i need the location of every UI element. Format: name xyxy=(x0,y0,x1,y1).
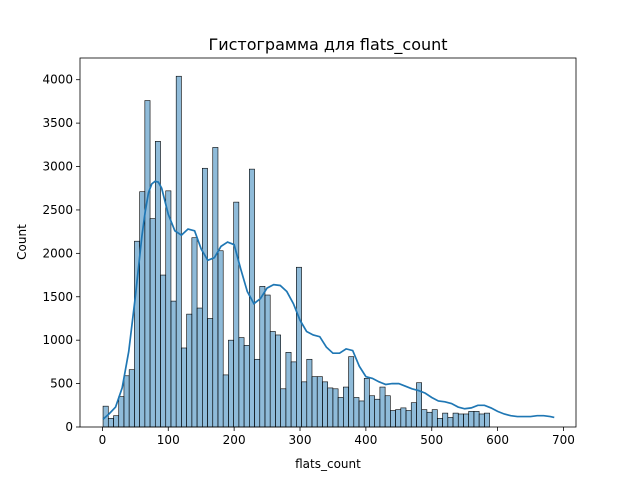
histogram-bar xyxy=(259,286,266,428)
histogram-bar xyxy=(311,376,318,428)
histogram-bar xyxy=(400,407,407,428)
histogram-bar xyxy=(405,410,412,428)
histogram-bar xyxy=(191,237,198,428)
x-axis-ticks: 0 100 200 300 400 500 600 700 xyxy=(99,427,575,447)
histogram-bar xyxy=(384,395,391,428)
y-axis-label: Count xyxy=(15,224,29,260)
histogram-bar xyxy=(447,417,454,428)
histogram-bar xyxy=(238,337,245,428)
y-tick-label: 1500 xyxy=(42,290,73,304)
y-axis-ticks: 0 500 1000 1500 2000 2500 3000 3500 4000 xyxy=(42,73,80,434)
histogram-bar xyxy=(463,413,469,428)
histogram-bar xyxy=(369,395,375,428)
histogram-bar xyxy=(363,378,370,428)
histogram-bar xyxy=(442,412,449,428)
histogram-bar xyxy=(123,375,130,428)
histogram-bar xyxy=(431,409,438,428)
x-tick-label: 700 xyxy=(552,433,575,447)
histogram-bar xyxy=(243,345,250,428)
histogram-bar xyxy=(468,411,475,428)
histogram-bar xyxy=(113,415,120,428)
histogram-bar xyxy=(165,190,172,428)
x-tick-label: 300 xyxy=(289,433,312,447)
histogram-bar xyxy=(254,358,261,428)
histogram-bar xyxy=(139,191,146,428)
histogram-bar xyxy=(348,356,355,428)
histogram-bar xyxy=(301,381,308,428)
histogram-bar xyxy=(212,147,219,428)
histogram-bar xyxy=(484,412,490,428)
histogram-bar xyxy=(473,411,480,428)
histogram-bar xyxy=(353,397,360,428)
histogram-bar xyxy=(222,374,229,428)
x-tick-label: 600 xyxy=(486,433,509,447)
histogram-bar xyxy=(118,396,125,428)
y-tick-label: 500 xyxy=(50,377,73,391)
histogram-bar xyxy=(374,398,381,428)
y-tick-label: 4000 xyxy=(42,73,73,87)
y-tick-label: 0 xyxy=(65,420,73,434)
kde-curve xyxy=(102,180,555,420)
histogram-bar xyxy=(186,313,193,428)
histogram-bar xyxy=(196,307,203,428)
histogram-bar xyxy=(202,167,208,428)
histogram-bar xyxy=(228,339,234,428)
y-tick-label: 3500 xyxy=(42,116,73,130)
histogram-bar xyxy=(390,410,396,428)
histogram-bar xyxy=(296,266,302,428)
histogram-bar xyxy=(128,369,135,428)
histogram-bar xyxy=(107,418,114,428)
x-tick-label: 400 xyxy=(354,433,377,447)
histogram-bar xyxy=(395,409,402,428)
histogram-bar xyxy=(170,300,177,428)
histogram-bar xyxy=(437,418,443,428)
histogram-bars xyxy=(102,75,490,428)
histogram-bar xyxy=(332,388,339,428)
histogram-bar xyxy=(410,402,417,428)
histogram-bar xyxy=(452,412,459,428)
histogram-bar xyxy=(478,413,485,428)
histogram-bar xyxy=(275,334,281,428)
histogram-bar xyxy=(160,274,167,428)
histogram-bar xyxy=(181,347,187,428)
histogram-bar xyxy=(327,387,334,428)
histogram-bar xyxy=(457,413,464,428)
histogram-bar xyxy=(280,388,287,428)
histogram-bar xyxy=(264,294,271,428)
histogram-bar xyxy=(316,376,323,428)
histogram-bar xyxy=(421,409,428,428)
histogram-bar xyxy=(149,218,156,428)
y-tick-label: 2000 xyxy=(42,246,73,260)
x-axis-label: flats_count xyxy=(295,457,361,471)
x-tick-label: 500 xyxy=(420,433,443,447)
histogram-bar xyxy=(269,331,276,428)
histogram-bar xyxy=(358,400,365,428)
y-tick-label: 3000 xyxy=(42,160,73,174)
histogram-bar xyxy=(306,358,313,428)
plot-frame xyxy=(79,57,577,428)
x-tick-label: 0 xyxy=(99,433,107,447)
x-tick-label: 100 xyxy=(157,433,180,447)
x-tick-label: 200 xyxy=(223,433,246,447)
histogram-bar xyxy=(379,386,386,428)
histogram-bar xyxy=(343,386,349,428)
histogram-bar xyxy=(233,201,240,428)
histogram-bar xyxy=(175,75,182,428)
histogram-bar xyxy=(144,100,151,428)
y-tick-label: 2500 xyxy=(42,203,73,217)
histogram-bar xyxy=(426,411,433,428)
chart-title: Гистограмма для flats_count xyxy=(208,35,447,55)
y-tick-label: 1000 xyxy=(42,333,73,347)
histogram-bar xyxy=(207,318,214,428)
histogram-bar xyxy=(285,352,292,428)
histogram-bar xyxy=(217,250,224,428)
histogram-bar xyxy=(290,361,297,428)
histogram-bar xyxy=(322,381,328,428)
histogram-bar xyxy=(337,397,344,428)
